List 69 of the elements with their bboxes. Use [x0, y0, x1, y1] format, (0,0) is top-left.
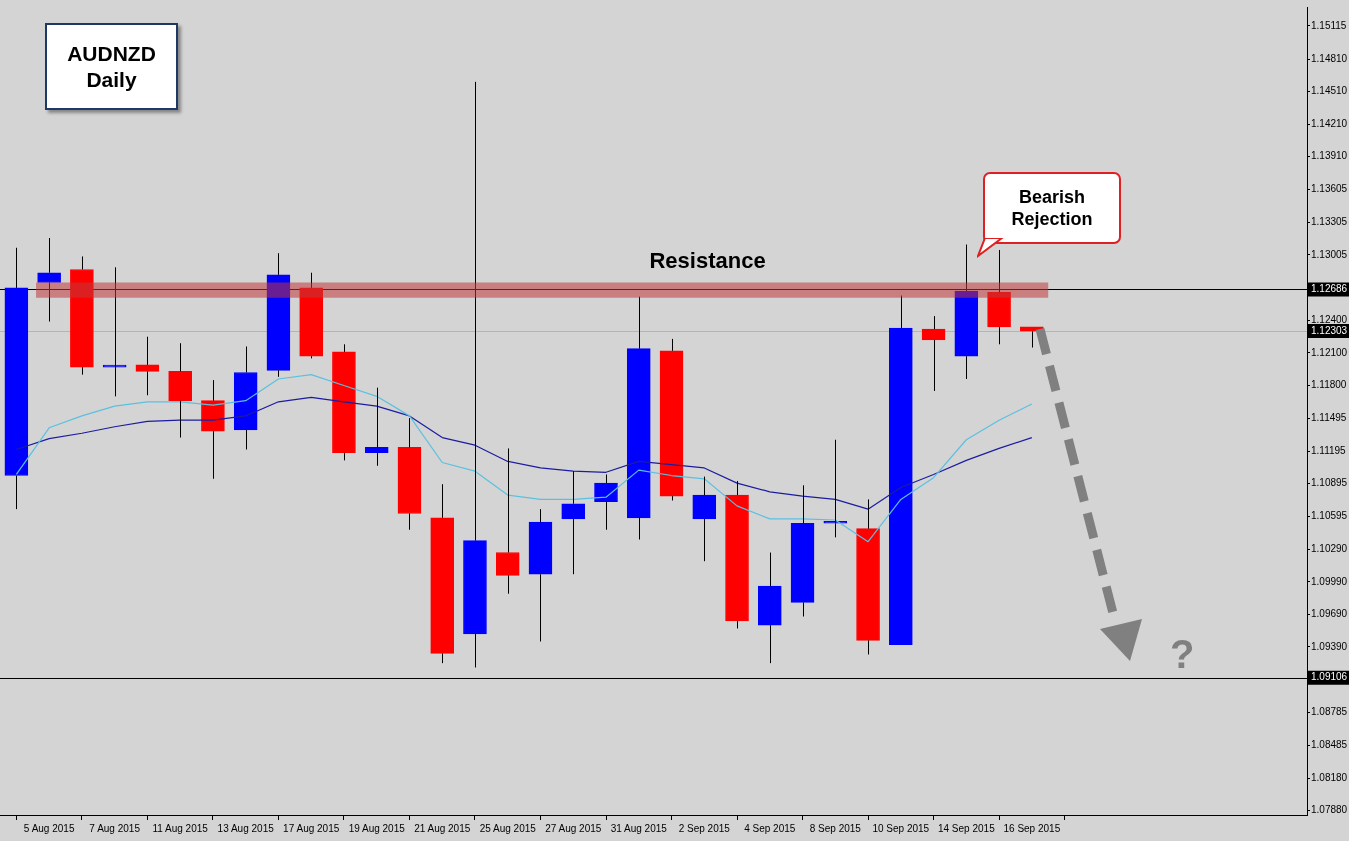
y-tick-label: 1.09390: [1311, 640, 1348, 652]
x-tick-label: 8 Sep 2015: [809, 822, 862, 834]
candlestick: [921, 315, 946, 392]
y-tick-label: 1.09690: [1311, 608, 1348, 620]
candlestick: [626, 296, 651, 541]
candlestick: [594, 473, 618, 531]
annotation: Bearish Rejection: [983, 172, 1121, 244]
y-tick-label: 1.08485: [1311, 738, 1348, 750]
y-tick-label: 1.15115: [1311, 19, 1347, 31]
candlestick: [659, 338, 684, 501]
x-tick-label: 17 Aug 2015: [283, 822, 340, 834]
y-tick-label: 1.08785: [1311, 706, 1348, 718]
band-label: Resistance: [649, 247, 766, 273]
y-tick-label: 1.12400: [1311, 314, 1348, 326]
candlestick: [364, 387, 389, 467]
text: Daily: [85, 66, 138, 93]
x-tick-label: 31 Aug 2015: [610, 822, 668, 834]
y-tick-label: 1.11800: [1311, 379, 1347, 391]
y-tick-label: 1.13910: [1311, 150, 1348, 162]
candlestick: [201, 379, 225, 480]
candlestick: [823, 439, 848, 538]
y-tick-label: 1.14210: [1311, 117, 1348, 129]
candlestick: [332, 343, 356, 461]
y-tick-label: 1.09990: [1311, 575, 1348, 587]
ref-line-label: 1.12303: [1311, 324, 1348, 336]
y-tick-label: 1.07880: [1311, 804, 1348, 816]
y-tick-label: 1.10290: [1311, 543, 1348, 555]
y-tick-label: 1.14510: [1311, 85, 1348, 97]
x-tick-label: 11 Aug 2015: [152, 822, 209, 834]
candlestick: [528, 508, 553, 642]
candlestick: [168, 342, 192, 439]
y-tick-label: 1.13305: [1311, 216, 1348, 228]
y-tick-label: 1.10895: [1311, 477, 1348, 489]
candlestick: [790, 484, 815, 618]
candlestick: [725, 480, 749, 629]
candlestick: [856, 498, 880, 655]
x-tick-label: 27 Aug 2015: [545, 822, 602, 834]
candlestick: [397, 417, 422, 531]
y-tick-label: 1.11495: [1311, 412, 1347, 424]
candlestick: [495, 447, 520, 595]
y-tick-label: 1.13605: [1311, 183, 1348, 195]
x-tick-label: 21 Aug 2015: [414, 822, 471, 834]
y-tick-label: 1.14810: [1311, 52, 1348, 64]
text: ?: [1170, 632, 1195, 677]
y-tick-label: 1.12100: [1311, 346, 1348, 358]
x-tick-label: 25 Aug 2015: [479, 822, 537, 834]
candlestick: [430, 483, 455, 664]
x-tick-label: 16 Sep 2015: [1003, 822, 1061, 834]
x-tick-label: 7 Aug 2015: [89, 822, 141, 834]
ref-line-label: 1.12686: [1311, 283, 1348, 295]
x-tick-label: 4 Sep 2015: [744, 822, 796, 834]
y-tick-label: 1.08180: [1311, 771, 1348, 783]
candlestick: [888, 294, 913, 646]
candlestick: [233, 345, 258, 450]
text: AUDNZD: [66, 40, 157, 67]
ref-line-label: 1.09106: [1311, 671, 1348, 683]
x-tick-label: 14 Sep 2015: [937, 822, 996, 834]
y-tick-label: 1.11195: [1311, 444, 1347, 456]
candlestick: [757, 552, 782, 664]
x-tick-label: 10 Sep 2015: [872, 822, 930, 834]
y-tick-label: 1.10595: [1311, 509, 1348, 521]
x-tick-label: 13 Aug 2015: [217, 822, 275, 834]
candlestick: [692, 476, 717, 562]
x-tick-label: 2 Sep 2015: [678, 822, 731, 834]
y-tick-label: 1.13005: [1311, 248, 1348, 260]
candlestick: [561, 470, 586, 575]
x-tick-label: 19 Aug 2015: [348, 822, 406, 834]
x-tick-label: 5 Aug 2015: [23, 822, 75, 834]
candlestick: [135, 336, 160, 396]
